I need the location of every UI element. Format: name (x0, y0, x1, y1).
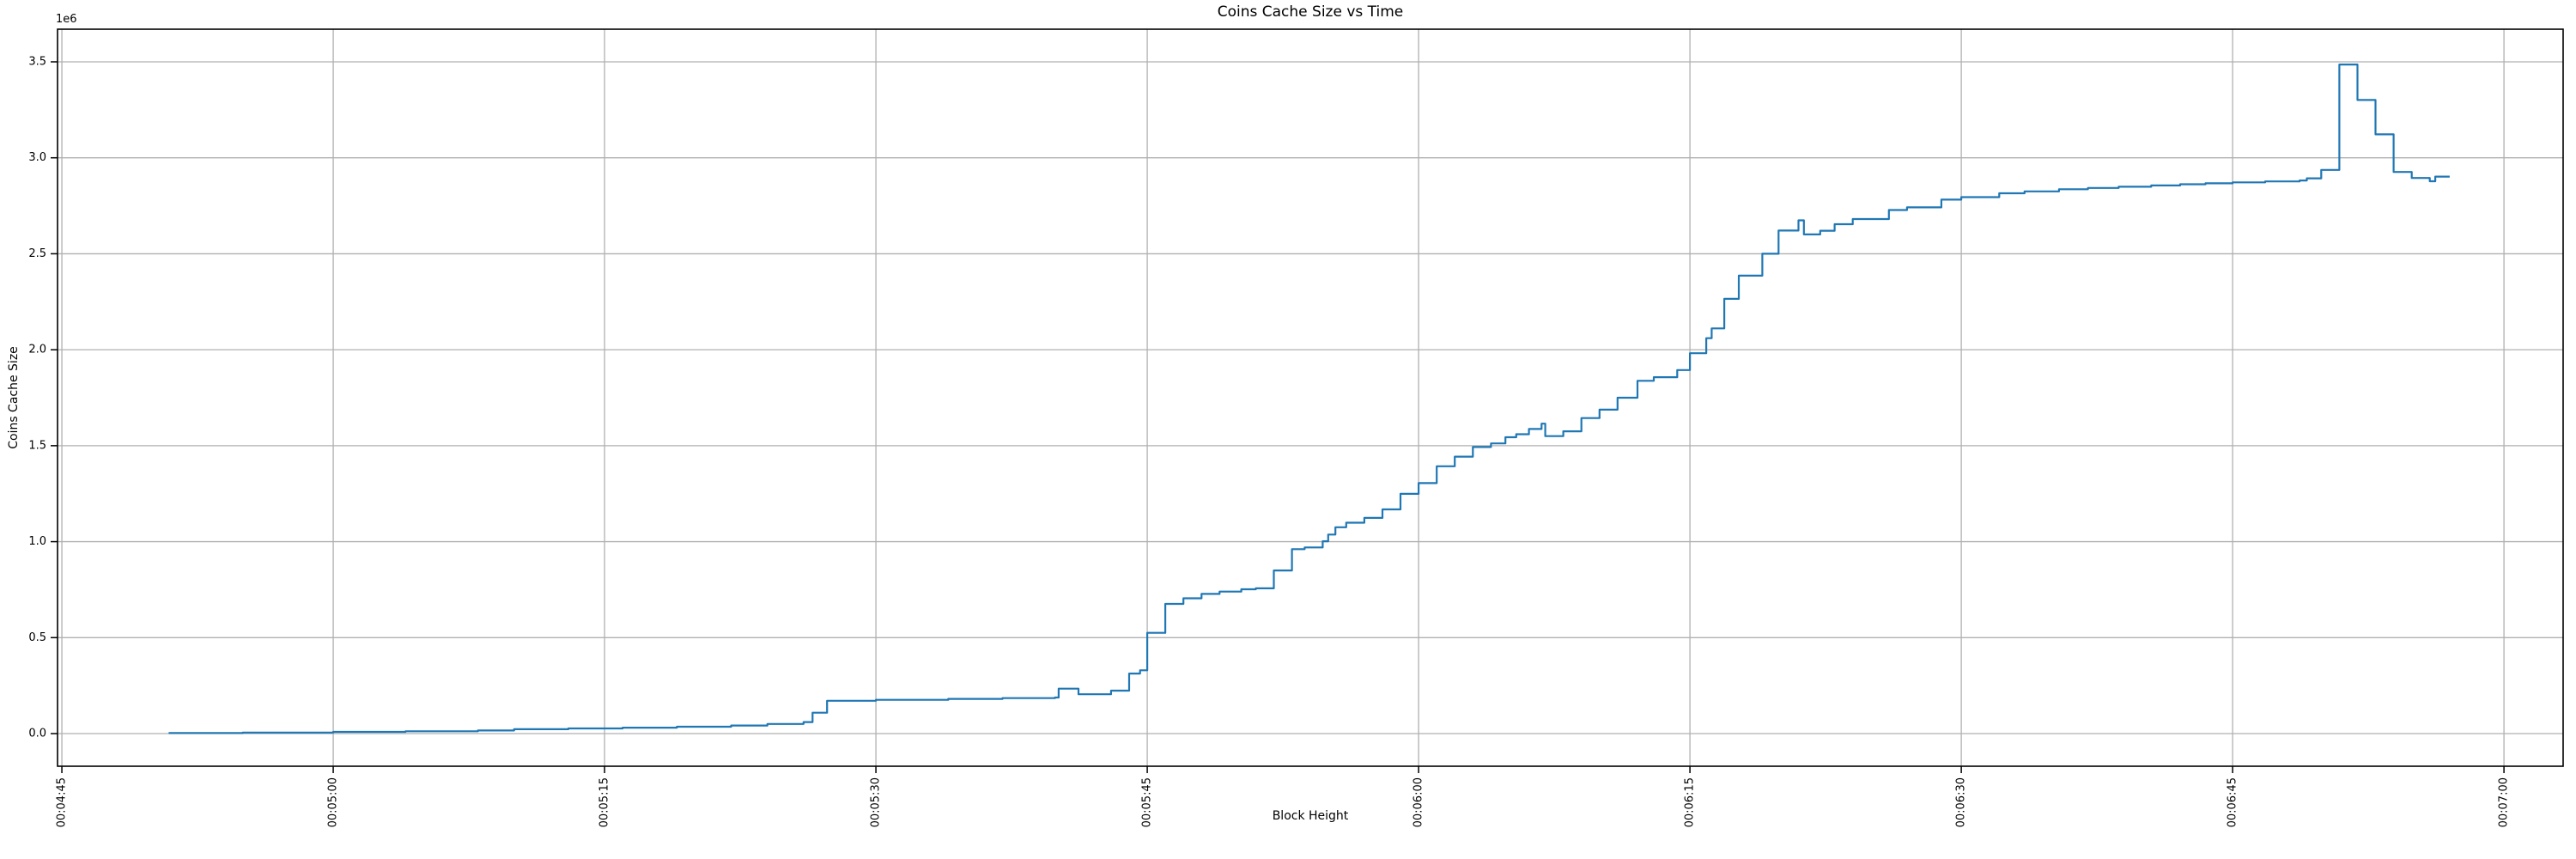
y-axis-label: Coins Cache Size (7, 346, 21, 449)
y-tick-label: 2.0 (28, 344, 46, 356)
x-tick-label: 00:07:00 (2498, 777, 2511, 827)
y-tick-label: 2.5 (28, 247, 46, 260)
y-tick-label: 1.0 (28, 535, 46, 548)
y-tick-label: 1.5 (28, 439, 46, 452)
y-tick-label: 3.5 (28, 55, 46, 68)
x-tick-label: 00:06:45 (2227, 777, 2239, 827)
y-tick-label: 0.5 (28, 631, 46, 644)
x-tick-label: 00:04:45 (56, 777, 69, 827)
y-tick-label: 0.0 (28, 728, 46, 740)
x-tick-label: 00:05:45 (1141, 777, 1154, 827)
y-tick-label: 3.0 (28, 151, 46, 164)
data-line (168, 64, 2450, 734)
x-tick-label: 00:05:15 (598, 777, 611, 827)
x-tick-label: 00:06:30 (1955, 777, 1968, 827)
x-axis-label: Block Height (1272, 809, 1349, 823)
plot-border (57, 28, 2564, 767)
y-axis-offset-text: 1e6 (56, 13, 77, 26)
x-tick-label: 00:05:30 (870, 777, 883, 827)
x-tick-label: 00:05:00 (327, 777, 340, 827)
x-tick-label: 00:06:15 (1684, 777, 1697, 827)
x-tick-label: 00:06:00 (1413, 777, 1425, 827)
chart-title: Coins Cache Size vs Time (1217, 3, 1404, 21)
